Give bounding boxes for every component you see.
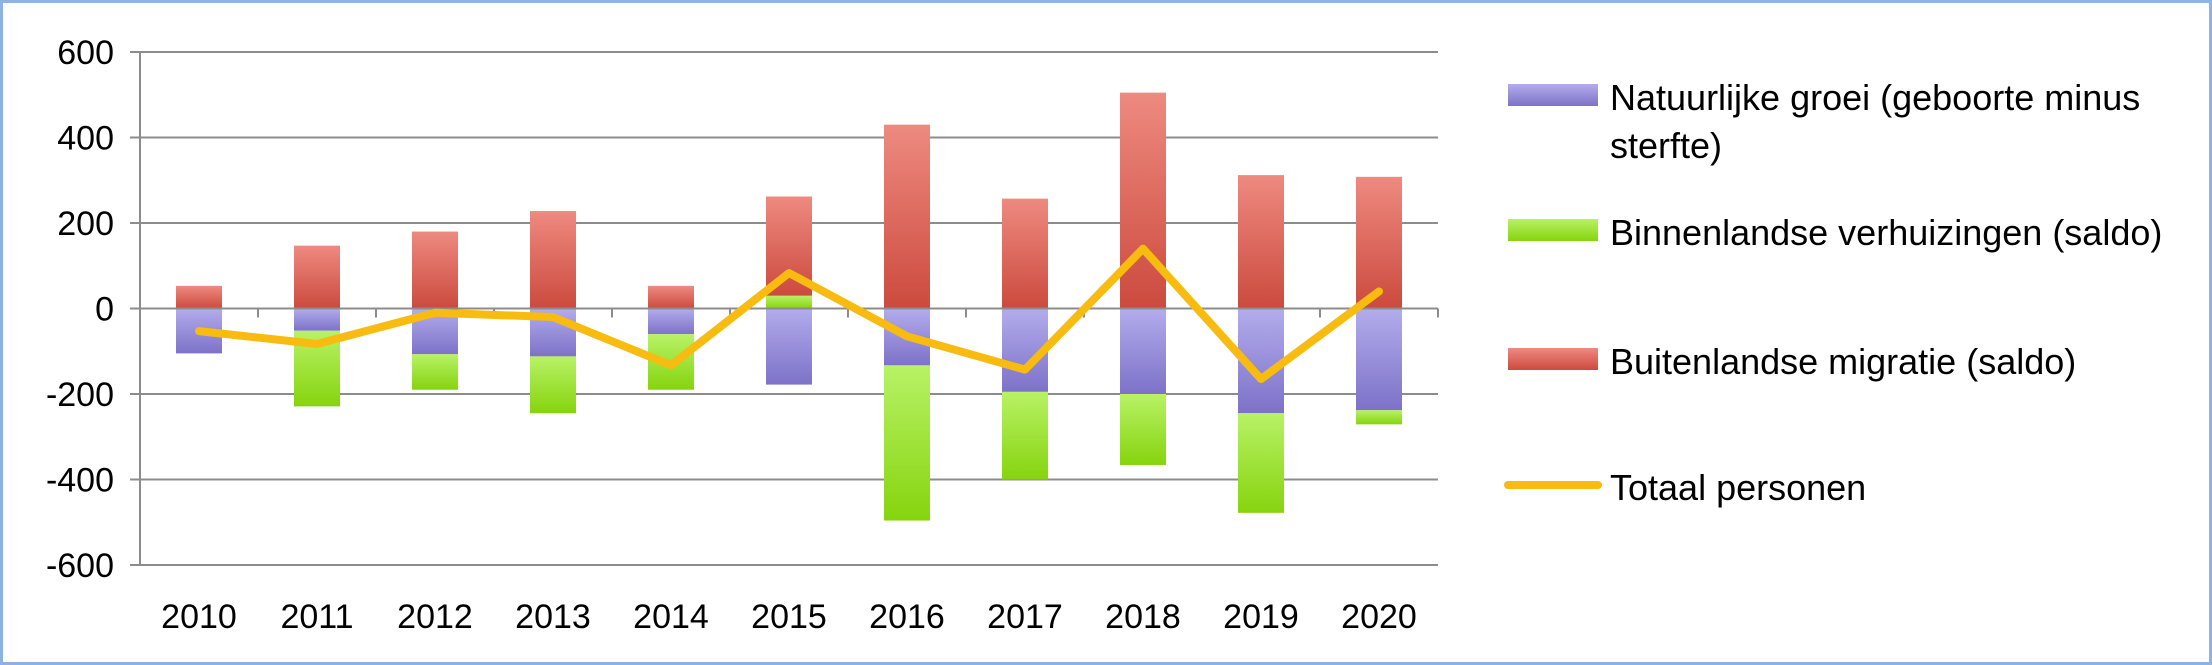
bar-2017-series-2 xyxy=(1002,198,1048,309)
bar-2010-series-2 xyxy=(176,285,222,309)
legend: Natuurlijke groei (geboorte minus sterfte… xyxy=(1504,77,2162,508)
x-tick-label-2018: 2018 xyxy=(1105,598,1181,636)
bar-2017-series-1 xyxy=(1002,391,1048,480)
gridlines xyxy=(140,51,1438,566)
bar-2015-series-1 xyxy=(766,295,812,309)
x-tick-label-2020: 2020 xyxy=(1341,598,1417,636)
bar-2019-series-1 xyxy=(1238,413,1284,513)
legend-item-1: Binnenlandse verhuizingen (saldo) xyxy=(1508,212,2162,253)
x-tick-label-2014: 2014 xyxy=(633,598,709,636)
tick-labels: 600 400 200 0 -200 -400 -600 2010 2011 2012 2013 20… xyxy=(46,34,1417,636)
axes xyxy=(130,51,1439,566)
legend-label: Natuurlijke groei (geboorte minus xyxy=(1610,77,2140,118)
legend-label: Buitenlandse migratie (saldo) xyxy=(1610,341,2076,382)
bar-2012-series-1 xyxy=(412,354,458,390)
y-tick-label: 0 xyxy=(95,291,114,329)
bars xyxy=(176,92,1402,521)
bar-2014-series-2 xyxy=(648,285,694,309)
line-total-personen xyxy=(195,244,1383,384)
bar-2020-series-0 xyxy=(1356,308,1402,411)
y-tick-label: 200 xyxy=(57,205,114,243)
y-tick-label: -200 xyxy=(46,376,114,414)
x-tick-label-2013: 2013 xyxy=(515,598,591,636)
bar-2013-series-2 xyxy=(530,211,576,309)
x-tick-label-2017: 2017 xyxy=(987,598,1063,636)
legend-label: Binnenlandse verhuizingen (saldo) xyxy=(1610,212,2162,253)
bar-2011-series-0 xyxy=(294,308,340,331)
x-tick-label-2010: 2010 xyxy=(161,598,237,636)
legend-item-2: Buitenlandse migratie (saldo) xyxy=(1508,341,2076,382)
bar-2020-series-1 xyxy=(1356,410,1402,425)
x-tick-label-2015: 2015 xyxy=(751,598,827,636)
y-tick-label: -400 xyxy=(46,462,114,500)
legend-label: sterfte) xyxy=(1610,125,1722,166)
bar-2015-series-0 xyxy=(766,308,812,385)
legend-item-3: Totaal personen xyxy=(1504,467,1866,508)
bar-2018-series-2 xyxy=(1120,92,1166,309)
bar-2018-series-0 xyxy=(1120,308,1166,394)
total-line xyxy=(195,244,1383,384)
bar-2019-series-2 xyxy=(1238,175,1284,309)
bar-2014-series-0 xyxy=(648,308,694,335)
x-tick-label-2011: 2011 xyxy=(280,598,353,636)
legend-swatch xyxy=(1508,348,1598,370)
bar-2016-series-1 xyxy=(884,365,930,521)
bar-2020-series-2 xyxy=(1356,176,1402,309)
legend-item-0: Natuurlijke groei (geboorte minus sterfte… xyxy=(1508,77,2140,166)
bar-2013-series-1 xyxy=(530,356,576,414)
legend-swatch xyxy=(1508,219,1598,241)
bar-2012-series-2 xyxy=(412,231,458,309)
bar-2011-series-2 xyxy=(294,245,340,309)
x-tick-label-2012: 2012 xyxy=(397,598,473,636)
bar-2016-series-2 xyxy=(884,124,930,309)
legend-swatch xyxy=(1508,84,1598,106)
x-tick-label-2016: 2016 xyxy=(869,598,945,636)
y-tick-label: 600 xyxy=(57,34,114,72)
x-tick-label-2019: 2019 xyxy=(1223,598,1299,636)
bar-2018-series-1 xyxy=(1120,394,1166,465)
y-tick-label: -600 xyxy=(46,547,114,585)
y-tick-label: 400 xyxy=(57,120,114,158)
legend-label: Totaal personen xyxy=(1610,467,1866,508)
